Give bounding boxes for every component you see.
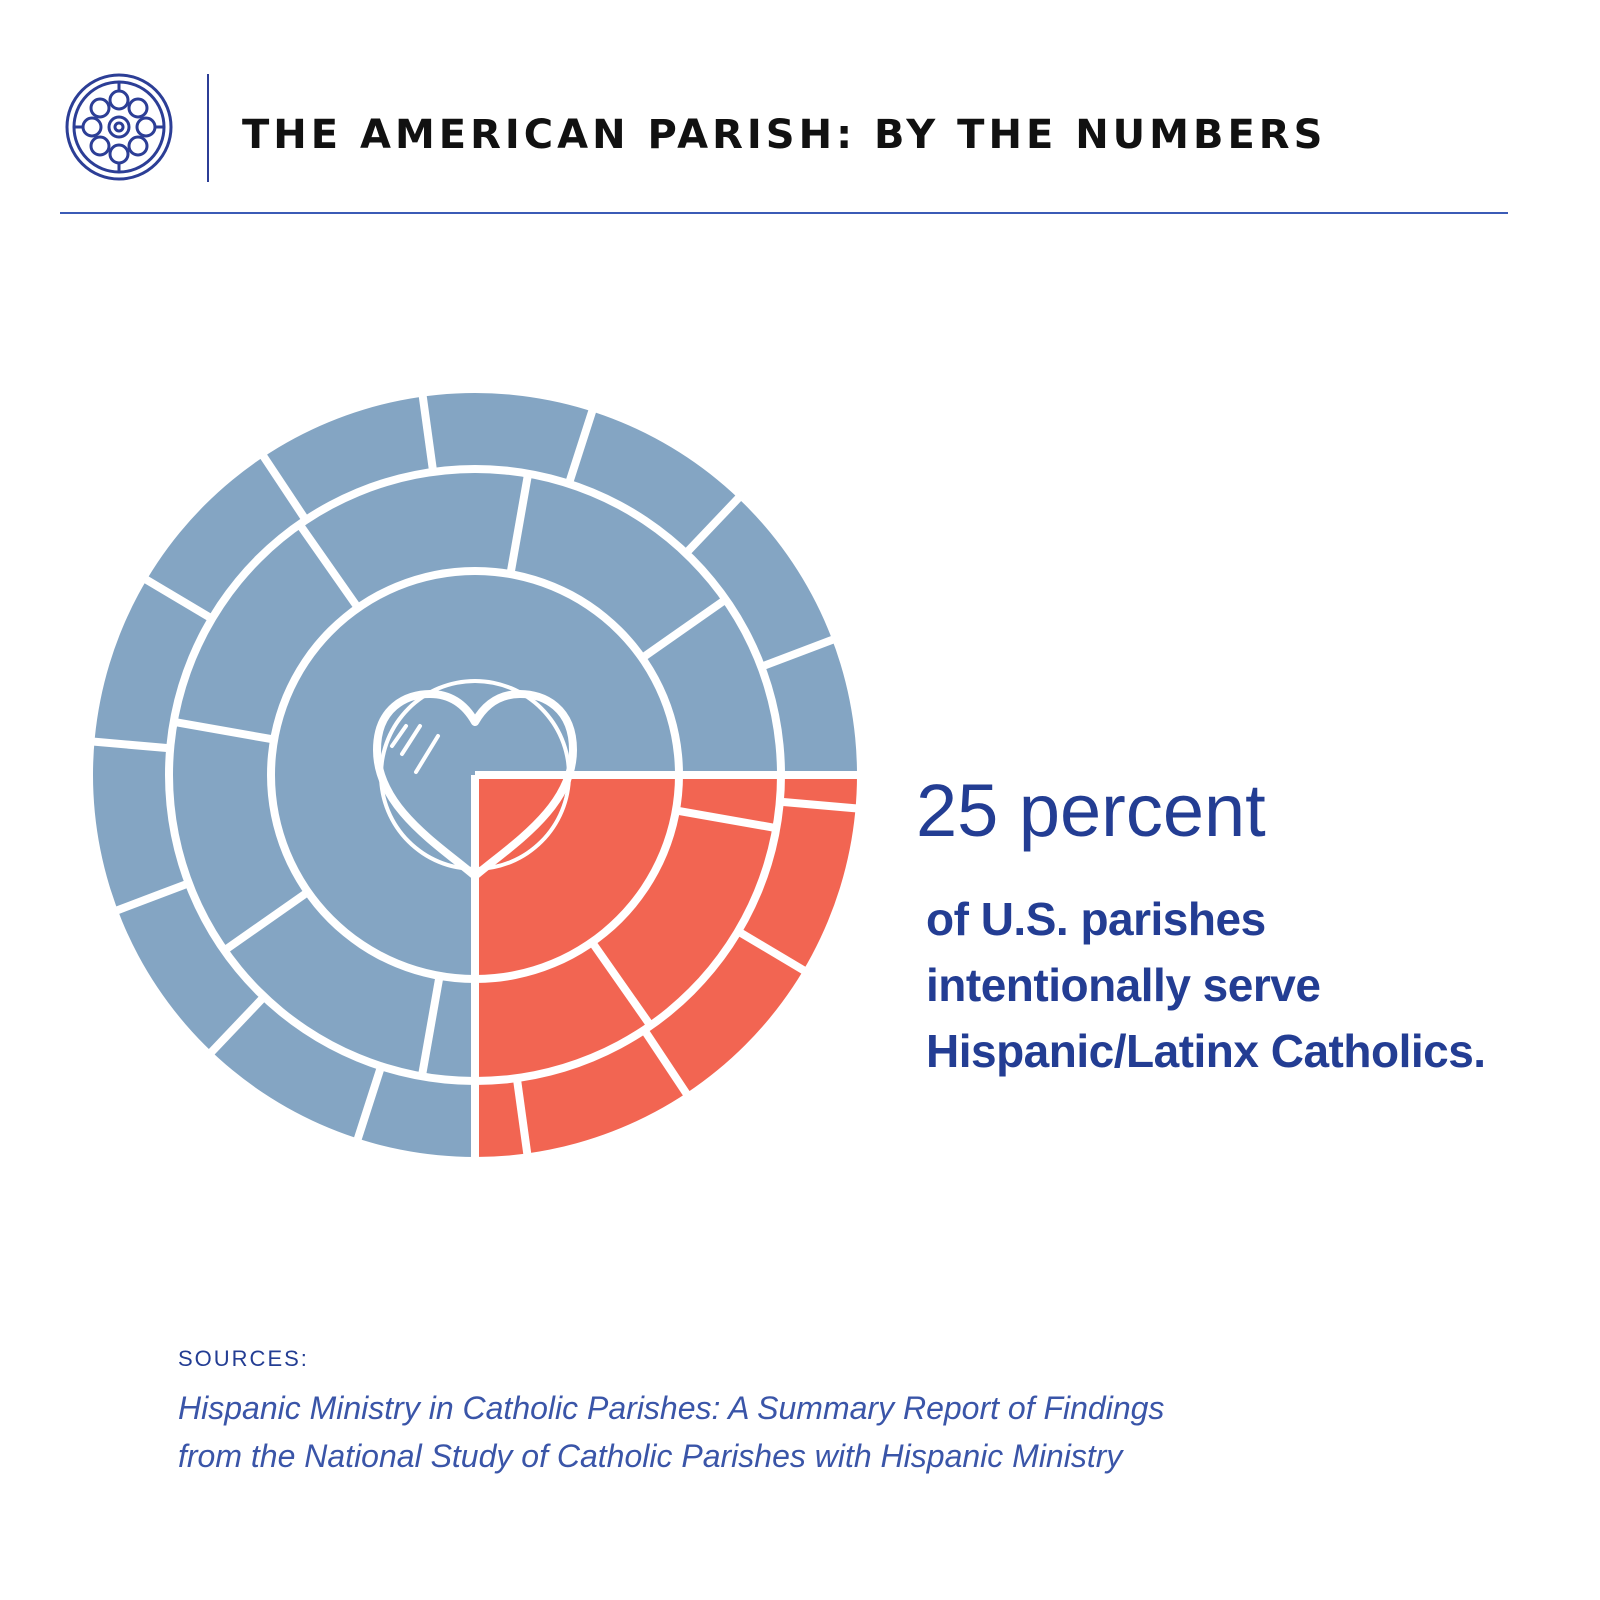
stat-description-line: Hispanic/Latinx Catholics. <box>926 1025 1486 1077</box>
source-line: from the National Study of Catholic Pari… <box>178 1438 1123 1474</box>
header-divider <box>207 74 209 182</box>
stat-description-line: intentionally serve <box>926 959 1321 1011</box>
chart-segment-divider <box>297 523 361 609</box>
chart-segment-divider <box>506 474 532 573</box>
source-line: Hispanic Ministry in Catholic Parishes: … <box>178 1390 1165 1426</box>
stat-description: of U.S. parishes intentionally serve His… <box>926 886 1566 1084</box>
heart-icon <box>373 690 577 880</box>
header-rule <box>60 212 1508 214</box>
chart-segment-divider <box>781 797 858 813</box>
chart-segment-divider <box>641 1029 691 1098</box>
chart-segment-divider <box>114 880 189 915</box>
chart-segment-divider <box>641 597 727 661</box>
chart-segment-divider <box>418 977 444 1076</box>
stat-headline: 25 percent <box>916 769 1266 852</box>
sources-text: Hispanic Ministry in Catholic Parishes: … <box>178 1384 1378 1480</box>
chart-segment-divider <box>259 452 309 521</box>
parish-share-chart <box>92 393 865 1165</box>
chart-segment-divider <box>565 408 597 484</box>
chart-segment-divider <box>418 394 437 471</box>
sources-label: SOURCES: <box>178 1346 309 1371</box>
chart-segment-highlight <box>475 775 777 1077</box>
chart-segment-divider <box>677 806 776 832</box>
chart-segment-divider <box>589 941 653 1027</box>
chart-segment-divider <box>737 928 808 975</box>
chart-segments <box>93 393 857 1157</box>
rose-window-icon <box>65 73 173 181</box>
chart-segment-divider <box>142 575 213 622</box>
chart-segment-divider <box>174 718 273 744</box>
chart-center-highlight <box>475 775 567 867</box>
chart-segment-divider <box>684 494 743 555</box>
chart-segment-divider <box>223 889 309 953</box>
chart-segment-divider <box>513 1079 532 1156</box>
chart-segment-base <box>173 473 777 1077</box>
chart-segment-divider <box>353 1066 385 1142</box>
chart-segment-divider <box>207 995 266 1056</box>
chart-dividers <box>92 394 865 1165</box>
chart-segment-highlight <box>475 775 857 1157</box>
chart-segment-base <box>275 575 675 975</box>
chart-segment-divider <box>761 635 836 670</box>
chart-segment-divider <box>92 737 169 753</box>
chart-segment-highlight <box>475 775 675 975</box>
page-title: THE AMERICAN PARISH: BY THE NUMBERS <box>242 112 1327 158</box>
stat-description-line: of U.S. parishes <box>926 893 1266 945</box>
